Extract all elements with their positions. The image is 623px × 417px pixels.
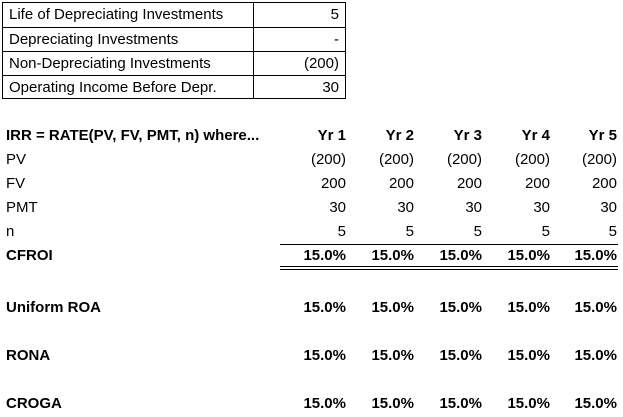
row-label: Uniform ROA: [6, 299, 101, 316]
table-cell[interactable]: 30: [397, 199, 414, 216]
result-row-cfroi: CFROI 15.0% 15.0% 15.0% 15.0% 15.0%: [0, 244, 623, 268]
table-cell[interactable]: 30: [533, 199, 550, 216]
table-cell[interactable]: 200: [591, 175, 617, 192]
table-row: PMT 30 30 30 30 30: [0, 196, 623, 220]
table-cell[interactable]: 15.0%: [574, 395, 617, 412]
table-cell[interactable]: 15.0%: [507, 299, 550, 316]
result-row-croga: CROGA 15.0% 15.0% 15.0% 15.0% 15.0%: [0, 392, 623, 416]
table-cell[interactable]: 15.0%: [371, 395, 414, 412]
row-label: FV: [6, 175, 26, 192]
table-cell[interactable]: 15.0%: [574, 347, 617, 364]
input-row-non-depreciating: Non-Depreciating Investments (200): [3, 51, 345, 75]
table-cell[interactable]: 15.0%: [303, 247, 346, 264]
table-cell[interactable]: 15.0%: [507, 395, 550, 412]
table-cell[interactable]: 15.0%: [303, 347, 346, 364]
table-cell[interactable]: 15.0%: [303, 299, 346, 316]
table-cell[interactable]: 15.0%: [439, 347, 482, 364]
table-cell[interactable]: 5: [405, 223, 414, 240]
total-rule-top: [280, 244, 618, 245]
table-cell[interactable]: 30: [329, 199, 346, 216]
input-value[interactable]: 5: [330, 6, 339, 23]
input-label: Life of Depreciating Investments: [9, 6, 224, 23]
year-header: Yr 5: [588, 127, 617, 144]
table-cell[interactable]: (200): [446, 151, 482, 168]
table-cell[interactable]: (200): [310, 151, 346, 168]
year-header: Yr 3: [453, 127, 482, 144]
row-label: RONA: [6, 347, 51, 364]
row-label: CROGA: [6, 395, 62, 412]
double-rule-1: [280, 266, 618, 267]
table-cell[interactable]: 200: [320, 175, 346, 192]
table-cell[interactable]: 15.0%: [507, 247, 550, 264]
input-value[interactable]: 30: [322, 79, 339, 96]
table-cell[interactable]: 15.0%: [574, 299, 617, 316]
column-divider: [253, 28, 254, 51]
table-cell[interactable]: 15.0%: [574, 247, 617, 264]
input-row-life: Life of Depreciating Investments 5: [3, 3, 345, 27]
input-row-depreciating: Depreciating Investments -: [3, 27, 345, 51]
column-divider: [253, 76, 254, 99]
row-label: PMT: [6, 199, 38, 216]
row-label: n: [6, 223, 15, 240]
input-value[interactable]: (200): [303, 55, 339, 72]
table-row: n 5 5 5 5 5: [0, 220, 623, 244]
table-cell[interactable]: (200): [378, 151, 414, 168]
table-header-row: IRR = RATE(PV, FV, PMT, n) where... Yr 1…: [0, 124, 623, 148]
table-cell[interactable]: 200: [388, 175, 414, 192]
table-cell[interactable]: 15.0%: [371, 247, 414, 264]
table-cell[interactable]: 5: [608, 223, 617, 240]
result-row-uniform-roa: Uniform ROA 15.0% 15.0% 15.0% 15.0% 15.0…: [0, 296, 623, 320]
table-cell[interactable]: 15.0%: [439, 247, 482, 264]
input-value[interactable]: -: [334, 31, 339, 48]
row-label: PV: [6, 151, 27, 168]
table-cell[interactable]: 200: [524, 175, 550, 192]
table-cell[interactable]: 30: [465, 199, 482, 216]
table-cell[interactable]: 15.0%: [371, 299, 414, 316]
column-divider: [253, 52, 254, 75]
table-cell[interactable]: 5: [337, 223, 346, 240]
table-cell[interactable]: 15.0%: [303, 395, 346, 412]
input-label: Non-Depreciating Investments: [9, 55, 211, 72]
table-cell[interactable]: 5: [541, 223, 550, 240]
year-header: Yr 4: [521, 127, 550, 144]
table-row: PV (200) (200) (200) (200) (200): [0, 148, 623, 172]
year-header: Yr 1: [317, 127, 346, 144]
table-cell[interactable]: (200): [581, 151, 617, 168]
table-cell[interactable]: 15.0%: [439, 299, 482, 316]
input-row-operating-income: Operating Income Before Depr. 30: [3, 75, 345, 99]
table-cell[interactable]: 30: [600, 199, 617, 216]
result-row-rona: RONA 15.0% 15.0% 15.0% 15.0% 15.0%: [0, 344, 623, 368]
row-label: CFROI: [6, 247, 53, 264]
table-cell[interactable]: 200: [456, 175, 482, 192]
table-cell[interactable]: 5: [473, 223, 482, 240]
table-cell[interactable]: 15.0%: [371, 347, 414, 364]
year-header: Yr 2: [385, 127, 414, 144]
table-row: FV 200 200 200 200 200: [0, 172, 623, 196]
input-label: Depreciating Investments: [9, 31, 179, 48]
table-cell[interactable]: (200): [514, 151, 550, 168]
formula-header: IRR = RATE(PV, FV, PMT, n) where...: [6, 127, 260, 144]
table-cell[interactable]: 15.0%: [507, 347, 550, 364]
column-divider: [253, 3, 254, 27]
double-rule-2: [280, 269, 618, 270]
table-cell[interactable]: 15.0%: [439, 395, 482, 412]
inputs-box: Life of Depreciating Investments 5 Depre…: [2, 2, 346, 99]
input-label: Operating Income Before Depr.: [9, 79, 217, 96]
